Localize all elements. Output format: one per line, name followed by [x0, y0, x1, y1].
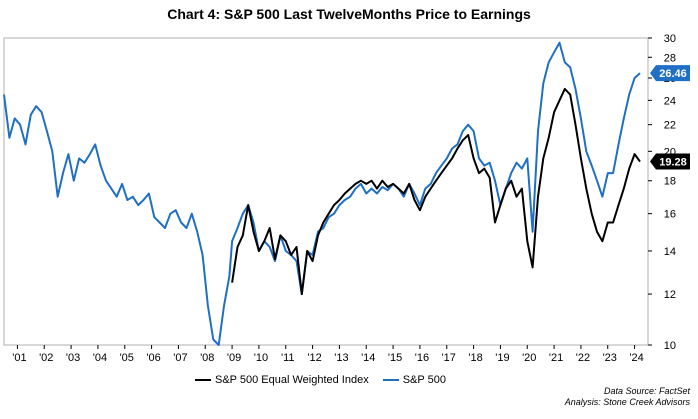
source-line-data: Data Source: FactSet	[603, 386, 690, 396]
x-tick-label: '14	[361, 352, 375, 364]
y-tick-label: 18	[664, 176, 676, 188]
end-label-badge-sp500	[650, 65, 690, 82]
y-tick-label: 12	[664, 289, 676, 301]
legend-label-equal-weighted: S&P 500 Equal Weighted Index	[215, 374, 369, 386]
x-axis: '01 '02 '03 '04 '05 '06 '07 '08 '09 '10 '11 '12 '13 '…	[12, 345, 644, 364]
end-label-equal-weighted: 19.28	[659, 157, 687, 169]
series-layer	[3, 41, 641, 346]
chart-title: Chart 4: S&P 500 Last TwelveMonths Price…	[167, 6, 531, 22]
x-tick-label: '10	[254, 352, 268, 364]
x-tick-label: '07	[173, 352, 187, 364]
x-tick-label: '06	[146, 352, 160, 364]
x-tick-label: '21	[549, 352, 563, 364]
x-tick-label: '20	[522, 352, 536, 364]
source-line-analysis: Analysis: Stone Creek Advisors	[564, 397, 690, 407]
x-tick-label: '08	[200, 352, 214, 364]
x-tick-label: '01	[12, 352, 26, 364]
x-tick-label: '03	[66, 352, 80, 364]
plot-frame	[3, 37, 649, 346]
x-tick-label: '24	[629, 352, 643, 364]
x-tick-label: '11	[281, 352, 295, 364]
end-labels: 19.28 26.46	[650, 65, 690, 170]
end-label-sp500: 26.46	[659, 68, 687, 80]
legend: S&P 500 Equal Weighted Index S&P 500	[195, 374, 446, 386]
y-tick-label: 10	[664, 340, 676, 352]
x-tick-label: '16	[415, 352, 429, 364]
x-tick-label: '17	[442, 352, 456, 364]
x-tick-label: '15	[388, 352, 402, 364]
x-tick-label: '02	[39, 352, 53, 364]
x-tick-label: '04	[93, 352, 107, 364]
x-tick-label: '05	[120, 352, 134, 364]
y-tick-label: 14	[664, 246, 676, 258]
x-tick-label: '09	[227, 352, 241, 364]
x-tick-label: '19	[495, 352, 509, 364]
series-line-sp500	[3, 41, 641, 346]
x-tick-label: '23	[603, 352, 617, 364]
x-tick-label: '13	[334, 352, 348, 364]
legend-item-equal-weighted: S&P 500 Equal Weighted Index	[195, 374, 369, 386]
legend-item-sp500: S&P 500	[382, 374, 446, 386]
series-line-equal-weighted	[231, 87, 641, 296]
legend-swatch-blue	[382, 379, 399, 381]
legend-label-sp500: S&P 500	[402, 374, 446, 386]
x-tick-label: '18	[468, 352, 482, 364]
y-tick-label: 16	[664, 209, 676, 221]
end-label-badge-equal-weighted	[650, 153, 690, 170]
y-tick-label: 28	[664, 52, 676, 64]
y-tick-label: 24	[664, 95, 676, 107]
x-tick-label: '12	[307, 352, 321, 364]
y-tick-label: 30	[664, 33, 676, 45]
x-tick-label: '22	[576, 352, 590, 364]
legend-swatch-black	[195, 379, 211, 381]
source-note: Data Source: FactSet Analysis: Stone Cre…	[565, 386, 690, 408]
y-tick-label: 22	[664, 120, 676, 132]
